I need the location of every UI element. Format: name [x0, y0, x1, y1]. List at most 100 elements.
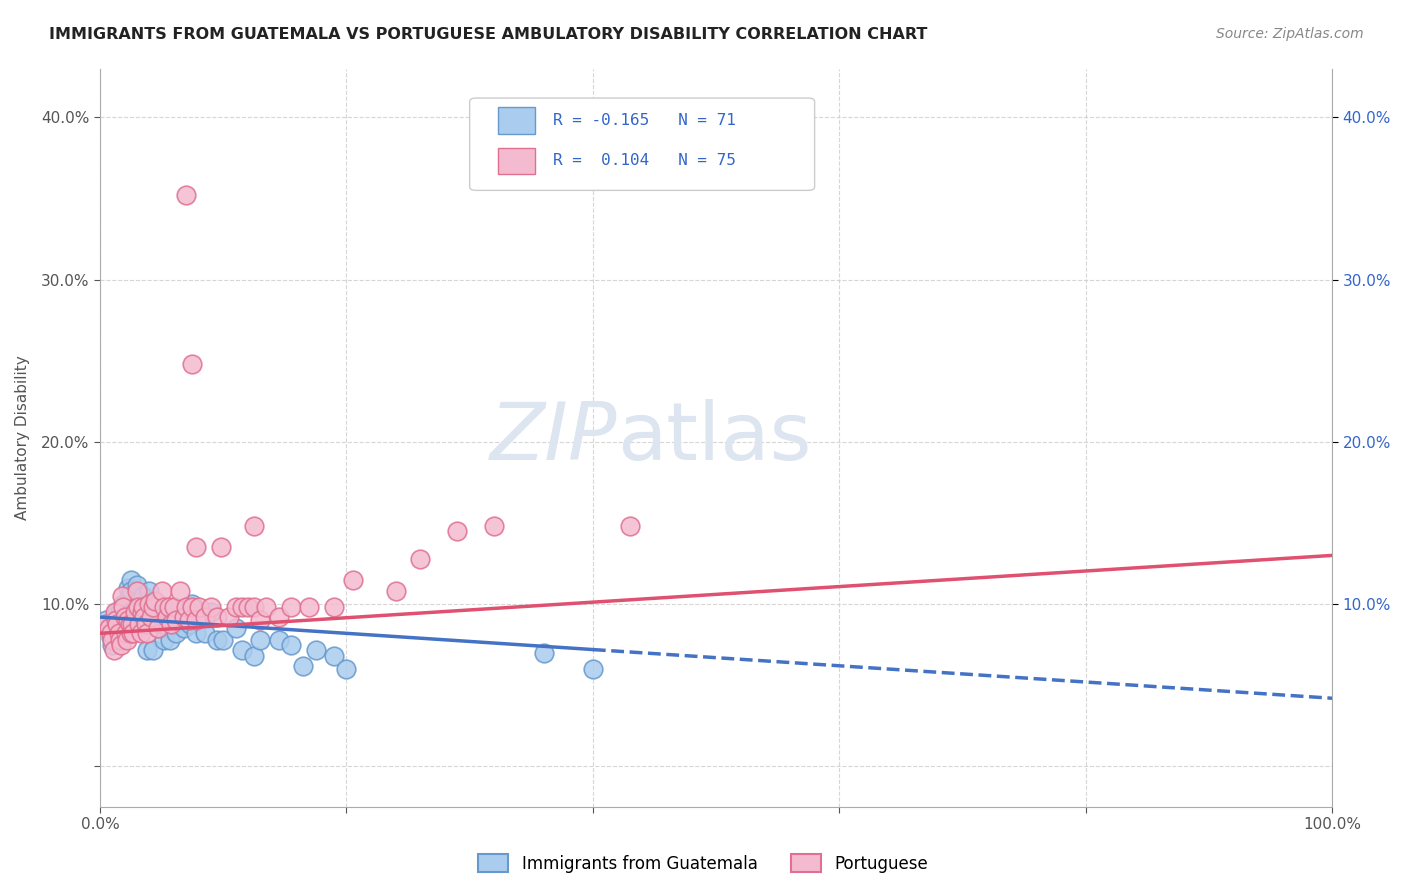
Point [205, 632, 228, 647]
Point [582, 662, 605, 676]
Point [111, 589, 134, 603]
Point [135, 616, 157, 631]
Point [225, 622, 247, 636]
Point [184, 541, 207, 555]
Point [225, 600, 247, 615]
Point [173, 610, 195, 624]
Point [125, 577, 148, 591]
Point [194, 626, 217, 640]
Point [105, 613, 128, 627]
Point [194, 610, 217, 624]
Point [236, 600, 259, 615]
Point [146, 622, 169, 636]
Point [181, 597, 204, 611]
Text: ZIP: ZIP [491, 399, 617, 476]
Point [120, 626, 142, 640]
Point [243, 519, 266, 533]
Point [124, 622, 146, 636]
Point [122, 626, 145, 640]
Point [231, 642, 253, 657]
Point [112, 600, 135, 615]
Point [181, 600, 204, 615]
Point [118, 589, 141, 603]
Point [135, 616, 157, 631]
Point [173, 622, 195, 636]
Point [118, 616, 141, 631]
FancyBboxPatch shape [498, 147, 534, 174]
Point [107, 632, 129, 647]
Point [141, 610, 163, 624]
Point [115, 620, 138, 634]
Point [165, 613, 187, 627]
Point [146, 622, 169, 636]
Point [134, 605, 156, 619]
Point [129, 618, 152, 632]
Point [107, 626, 129, 640]
Point [323, 648, 346, 663]
Point [132, 600, 155, 615]
Point [484, 519, 506, 533]
Point [153, 632, 176, 647]
Point [120, 573, 142, 587]
Point [127, 600, 149, 615]
Point [184, 613, 207, 627]
Point [115, 626, 138, 640]
Point [292, 658, 315, 673]
Point [101, 616, 124, 631]
Point [128, 616, 150, 631]
Point [103, 642, 125, 657]
Point [105, 618, 128, 632]
Text: atlas: atlas [617, 399, 811, 476]
Point [159, 632, 181, 647]
Point [304, 642, 326, 657]
Point [110, 638, 132, 652]
Point [142, 642, 165, 657]
FancyBboxPatch shape [498, 107, 534, 134]
Point [323, 600, 346, 615]
Point [169, 584, 191, 599]
Point [155, 610, 177, 624]
Point [179, 616, 201, 631]
Point [243, 600, 266, 615]
Point [156, 622, 179, 636]
Point [209, 541, 232, 555]
Point [150, 584, 173, 599]
Point [101, 632, 124, 647]
Point [160, 616, 183, 631]
Point [212, 632, 235, 647]
Point [298, 600, 321, 615]
Point [243, 648, 266, 663]
Point [114, 610, 136, 624]
Point [187, 610, 209, 624]
Point [138, 597, 160, 611]
Point [111, 622, 134, 636]
Point [218, 610, 240, 624]
Point [107, 626, 129, 640]
Point [145, 594, 167, 608]
Point [200, 605, 222, 619]
Point [174, 600, 197, 615]
Point [121, 616, 143, 631]
FancyBboxPatch shape [470, 98, 814, 190]
Point [205, 610, 228, 624]
Point [335, 662, 357, 676]
Point [184, 626, 207, 640]
Y-axis label: Ambulatory Disability: Ambulatory Disability [15, 355, 30, 520]
Point [111, 630, 134, 644]
Point [129, 626, 152, 640]
Point [97, 622, 120, 636]
Point [96, 616, 118, 631]
Point [132, 589, 155, 603]
Point [280, 638, 302, 652]
Point [150, 616, 173, 631]
Point [100, 626, 122, 640]
Point [112, 597, 135, 611]
Legend: Immigrants from Guatemala, Portuguese: Immigrants from Guatemala, Portuguese [471, 847, 935, 880]
Point [139, 610, 162, 624]
Point [108, 632, 131, 647]
Point [115, 632, 138, 647]
Point [249, 613, 271, 627]
Point [174, 188, 197, 202]
Point [187, 600, 209, 615]
Point [153, 600, 176, 615]
